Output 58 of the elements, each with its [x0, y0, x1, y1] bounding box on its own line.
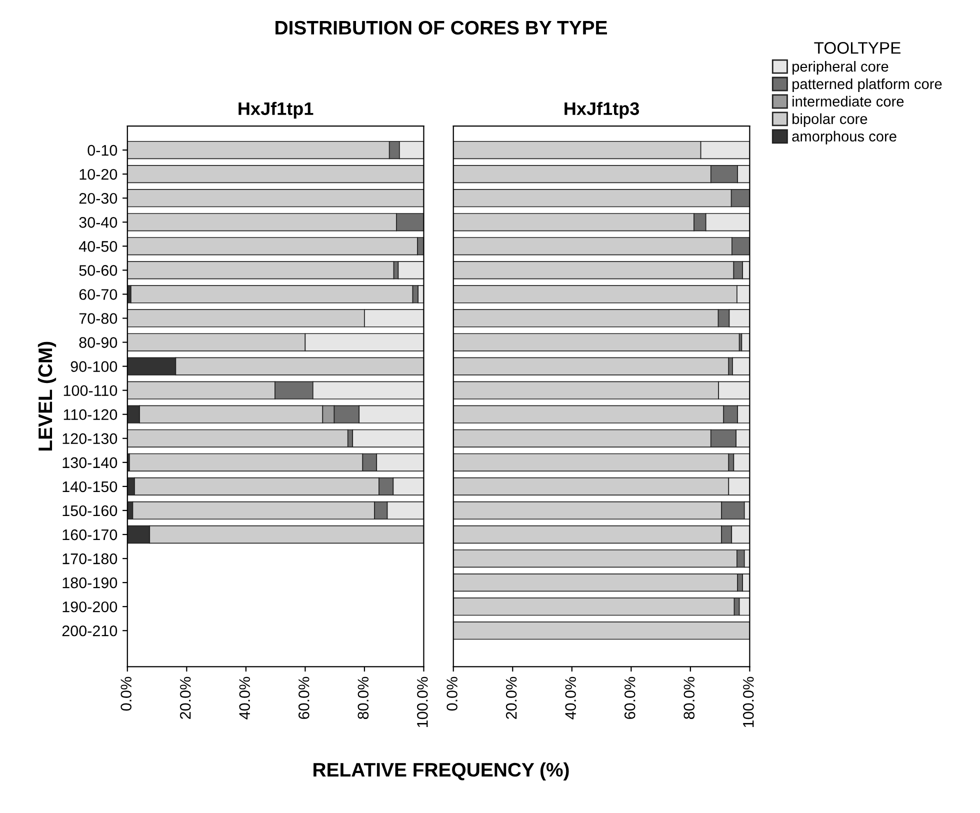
y-tick-label: 120-130	[62, 433, 118, 444]
x-tick-label: 60.0%	[624, 676, 636, 719]
x-tick-label: 80.0%	[684, 676, 695, 720]
y-tick-label: 10-20	[80, 168, 118, 180]
bar	[130, 285, 414, 304]
x-tick-label: 40.0%	[239, 676, 250, 720]
x-tick-label: 0.0%	[446, 676, 458, 711]
bar	[127, 261, 394, 280]
bar	[453, 357, 730, 376]
x-tick-label: 60.0%	[298, 676, 310, 719]
bar	[453, 622, 750, 640]
x-tick-label: 20.0%	[180, 676, 191, 719]
x-tick-label: 100.0%	[742, 676, 754, 728]
y-tick-label: 110-120	[64, 409, 118, 420]
y-tick-label: 80-90	[79, 337, 118, 348]
chart-title: DISTRIBUTION OF CORES BY TYPE	[276, 20, 607, 35]
bar	[398, 261, 424, 280]
y-tick-label: 20-30	[79, 192, 118, 204]
y-tick-label: 160-170	[62, 529, 118, 540]
y-tick-label: 150-160	[62, 505, 118, 516]
chart-subtitle: HxJf1tp3	[564, 102, 640, 119]
y-tick-label: 130-140	[62, 457, 118, 468]
bar	[453, 598, 735, 616]
bar	[453, 573, 738, 592]
bar	[741, 333, 750, 352]
x-tick-label: 40.0%	[565, 676, 576, 720]
bar	[453, 333, 740, 352]
x-tick-label: 0.0%	[120, 676, 132, 711]
y-tick-label: 90-100	[70, 361, 118, 372]
chart-subtitle: HxJf1tp1	[238, 102, 314, 119]
bar	[127, 165, 424, 184]
y-tick-label: 140-150	[62, 481, 118, 492]
y-axis-title: LEVEL (CM)	[38, 342, 56, 450]
legend-label: peripheral core	[792, 60, 888, 75]
y-tick-label: 50-60	[79, 265, 118, 276]
x-tick-label: 80.0%	[358, 676, 369, 720]
y-tick-label: 40-50	[78, 241, 118, 252]
bar	[453, 453, 730, 472]
bar	[127, 429, 348, 448]
x-tick-label: 20.0%	[506, 676, 517, 719]
y-tick-label: 180-190	[62, 577, 118, 588]
y-tick-label: 0-10	[88, 144, 118, 156]
legend-label: intermediate core	[792, 96, 904, 107]
y-tick-label: 100-110	[64, 385, 118, 396]
x-axis-title: RELATIVE FREQUENCY (%)	[314, 762, 569, 780]
x-tick-label: 100.0%	[417, 676, 428, 728]
legend-label: bipolar core	[792, 113, 868, 127]
y-tick-label: 190-200	[62, 601, 118, 612]
y-tick-label: 200-210	[62, 625, 118, 636]
y-tick-label: 170-180	[62, 553, 118, 564]
bar	[127, 189, 424, 208]
bar	[732, 357, 750, 376]
y-tick-label: 70-80	[79, 313, 118, 324]
legend-label: amorphous core	[792, 130, 896, 144]
y-tick-label: 30-40	[79, 216, 118, 228]
y-tick-label: 60-70	[79, 289, 118, 300]
legend-title: TOOLTYPE	[814, 42, 900, 54]
legend-label: patterned platform core	[792, 78, 942, 92]
